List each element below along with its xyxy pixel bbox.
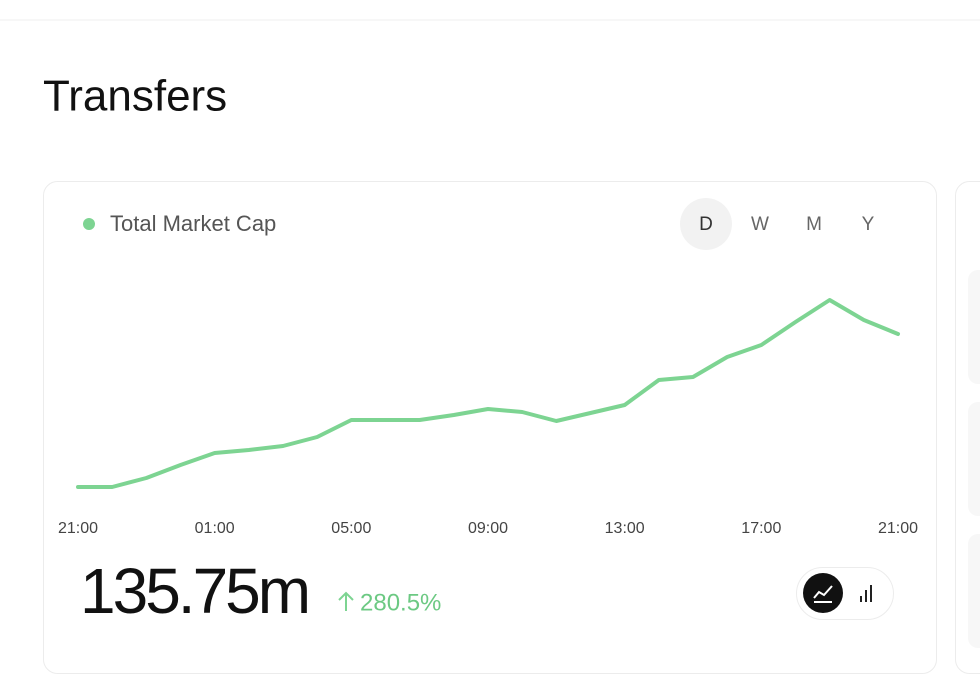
plot: 21:00 01:00 05:00 09:00 13:00 17:00 21:00 <box>58 298 918 537</box>
summary-change: 280.5% <box>360 589 441 616</box>
chart-card <box>43 181 937 674</box>
x-tick-label: 21:00 <box>58 520 98 537</box>
line <box>76 298 900 489</box>
side-item <box>968 270 980 384</box>
legend-dot <box>83 218 95 230</box>
line-view-button[interactable] <box>803 573 843 613</box>
side-item <box>968 402 980 516</box>
x-tick-label: 09:00 <box>468 520 508 537</box>
page-title: Transfers <box>43 72 227 121</box>
range-button[interactable]: D <box>699 214 713 235</box>
range-button[interactable]: W <box>751 214 769 235</box>
x-tick-label: 21:00 <box>878 520 918 537</box>
range-button[interactable]: M <box>806 214 822 235</box>
side-item <box>968 534 980 648</box>
x-tick-label: 05:00 <box>331 520 371 537</box>
summary-value: 135.75m <box>80 555 308 627</box>
up-arrow <box>338 591 354 611</box>
line-icon <box>813 585 833 599</box>
x-tick-label: 17:00 <box>741 520 781 537</box>
x-tick-label: 13:00 <box>605 520 645 537</box>
x-tick-label: 01:00 <box>195 520 235 537</box>
range-button-active[interactable] <box>680 198 732 250</box>
range-button[interactable]: Y <box>862 214 875 235</box>
legend-label: Total Market Cap <box>110 211 276 236</box>
bar-view-button[interactable] <box>860 585 872 602</box>
